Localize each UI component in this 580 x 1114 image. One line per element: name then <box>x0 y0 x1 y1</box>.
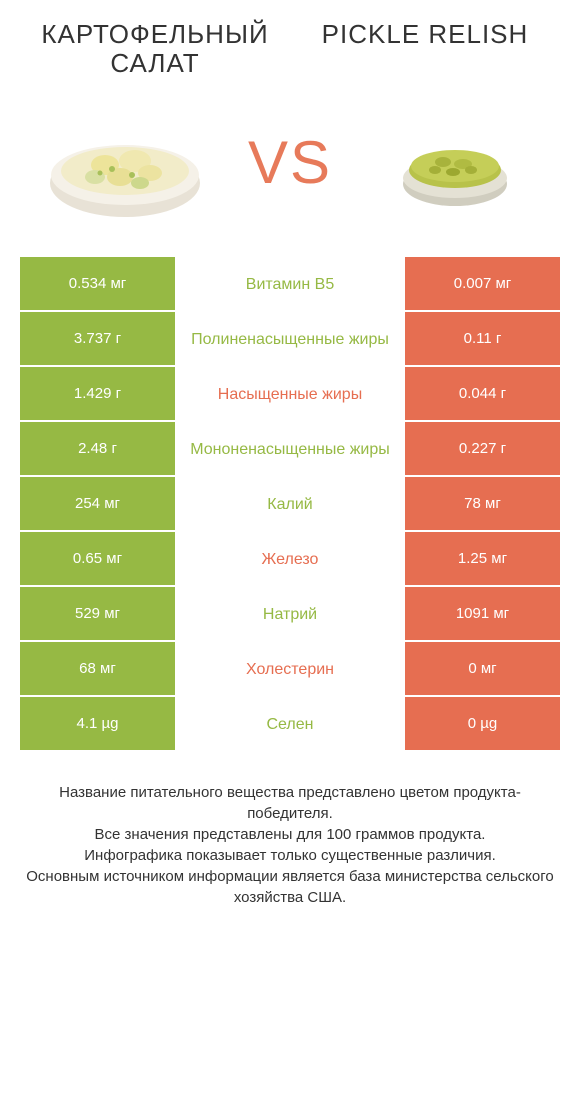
left-value: 3.737 г <box>20 312 175 367</box>
right-value: 0.007 мг <box>405 257 560 312</box>
table-row: 0.534 мгВитамин B50.007 мг <box>20 257 560 312</box>
left-product-header: КАРТОФЕЛЬНЫЙ САЛАТ <box>20 20 290 77</box>
table-row: 4.1 µgСелен0 µg <box>20 697 560 752</box>
right-value: 0 µg <box>405 697 560 752</box>
right-product-header: PICKLE RELISH <box>290 20 560 77</box>
left-value: 0.65 мг <box>20 532 175 587</box>
right-value: 0.227 г <box>405 422 560 477</box>
left-value: 4.1 µg <box>20 697 175 752</box>
images-row: VS <box>0 77 580 257</box>
right-title: PICKLE RELISH <box>290 20 560 49</box>
nutrient-label: Витамин B5 <box>175 257 405 312</box>
header: КАРТОФЕЛЬНЫЙ САЛАТ PICKLE RELISH <box>0 0 580 77</box>
left-value: 529 мг <box>20 587 175 642</box>
nutrient-label: Натрий <box>175 587 405 642</box>
left-value: 2.48 г <box>20 422 175 477</box>
nutrient-label: Холестерин <box>175 642 405 697</box>
left-value: 1.429 г <box>20 367 175 422</box>
table-row: 3.737 гПолиненасыщенные жиры0.11 г <box>20 312 560 367</box>
right-value: 1091 мг <box>405 587 560 642</box>
nutrient-label: Селен <box>175 697 405 752</box>
nutrient-label: Мононенасыщенные жиры <box>175 422 405 477</box>
right-value: 0 мг <box>405 642 560 697</box>
table-row: 68 мгХолестерин0 мг <box>20 642 560 697</box>
footer-line-1: Название питательного вещества представл… <box>25 782 555 824</box>
left-value: 0.534 мг <box>20 257 175 312</box>
left-food-image <box>40 97 210 227</box>
left-title: КАРТОФЕЛЬНЫЙ САЛАТ <box>20 20 290 77</box>
comparison-table: 0.534 мгВитамин B50.007 мг3.737 гПолинен… <box>0 257 580 752</box>
right-value: 1.25 мг <box>405 532 560 587</box>
table-row: 254 мгКалий78 мг <box>20 477 560 532</box>
table-row: 0.65 мгЖелезо1.25 мг <box>20 532 560 587</box>
left-value: 68 мг <box>20 642 175 697</box>
table-row: 2.48 гМононенасыщенные жиры0.227 г <box>20 422 560 477</box>
footer-line-3: Инфографика показывает только существенн… <box>25 845 555 866</box>
right-food-image <box>370 97 540 227</box>
vs-label: VS <box>248 128 332 197</box>
right-value: 78 мг <box>405 477 560 532</box>
footer: Название питательного вещества представл… <box>0 752 580 908</box>
table-row: 1.429 гНасыщенные жиры0.044 г <box>20 367 560 422</box>
table-row: 529 мгНатрий1091 мг <box>20 587 560 642</box>
nutrient-label: Калий <box>175 477 405 532</box>
left-value: 254 мг <box>20 477 175 532</box>
footer-line-2: Все значения представлены для 100 граммо… <box>25 824 555 845</box>
nutrient-label: Насыщенные жиры <box>175 367 405 422</box>
nutrient-label: Железо <box>175 532 405 587</box>
nutrient-label: Полиненасыщенные жиры <box>175 312 405 367</box>
right-value: 0.044 г <box>405 367 560 422</box>
right-value: 0.11 г <box>405 312 560 367</box>
footer-line-4: Основным источником информации является … <box>25 866 555 908</box>
